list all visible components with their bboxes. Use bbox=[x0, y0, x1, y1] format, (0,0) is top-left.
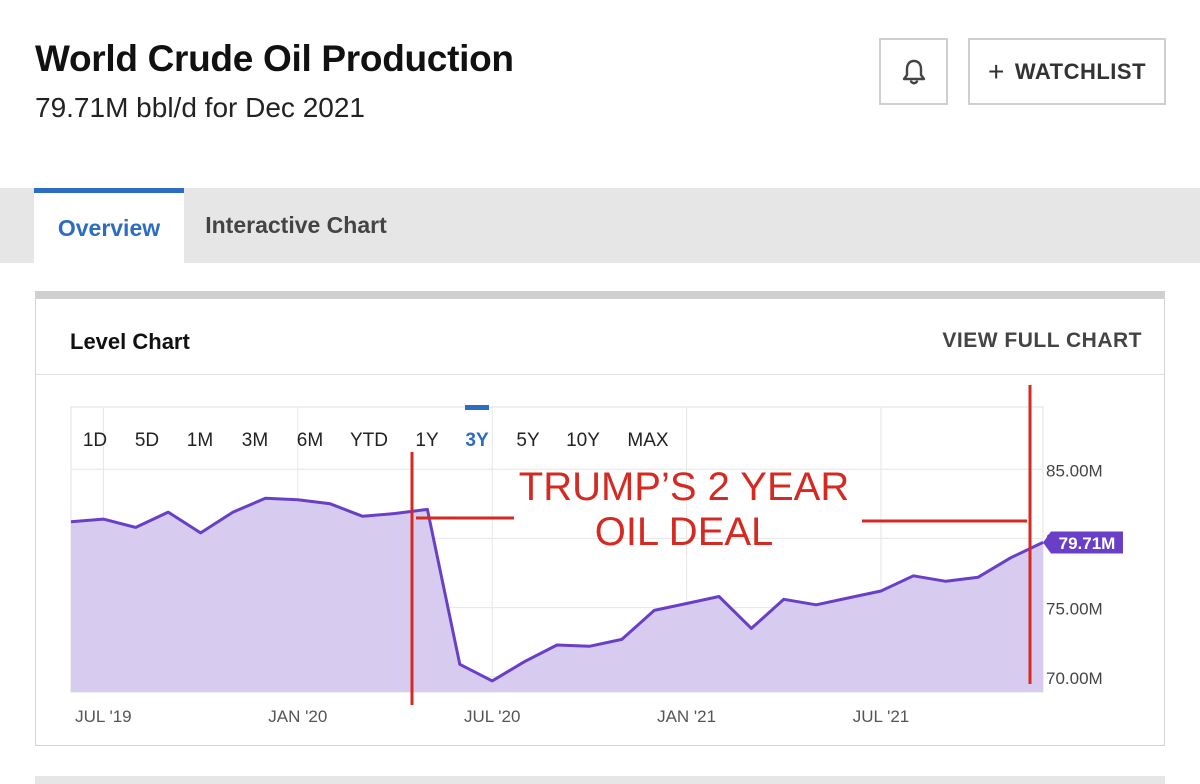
range-button-ytd[interactable]: YTD bbox=[350, 430, 388, 451]
annotation-text-line-2: OIL DEAL bbox=[595, 510, 774, 554]
next-section-edge bbox=[35, 776, 1165, 784]
range-button-3m[interactable]: 3M bbox=[242, 430, 268, 451]
range-button-3y[interactable]: 3Y bbox=[465, 430, 489, 451]
add-to-watchlist-button[interactable]: + WATCHLIST bbox=[968, 38, 1166, 105]
y-tick-label: 85.00M bbox=[1046, 461, 1103, 480]
range-selected-indicator bbox=[465, 405, 489, 410]
tab-interactive-chart[interactable]: Interactive Chart bbox=[205, 212, 387, 238]
y-tick-label: 75.00M bbox=[1046, 600, 1103, 619]
x-tick-label: JAN '20 bbox=[268, 707, 327, 726]
annotation-text-line-1: TRUMP’S 2 YEAR bbox=[519, 465, 849, 509]
y-tick-label: 70.00M bbox=[1046, 669, 1103, 688]
page-title: World Crude Oil Production bbox=[35, 38, 514, 79]
x-tick-label: JAN '21 bbox=[657, 707, 716, 726]
plus-icon: + bbox=[987, 55, 1005, 87]
last-value-label: 79.71M bbox=[1059, 534, 1116, 553]
card-title: Level Chart bbox=[70, 329, 190, 354]
range-button-1m[interactable]: 1M bbox=[187, 430, 213, 451]
tab-overview[interactable]: Overview bbox=[34, 188, 184, 263]
x-tick-label: JUL '20 bbox=[464, 707, 520, 726]
watchlist-label: WATCHLIST bbox=[1014, 58, 1147, 84]
view-full-chart-link[interactable]: VIEW FULL CHART bbox=[942, 329, 1142, 352]
tab-bar: Overview Interactive Chart bbox=[0, 188, 1200, 263]
x-tick-label: JUL '21 bbox=[853, 707, 909, 726]
x-tick-label: JUL '19 bbox=[75, 707, 131, 726]
range-button-5d[interactable]: 5D bbox=[135, 430, 159, 451]
page-subtitle: 79.71M bbl/d for Dec 2021 bbox=[35, 92, 365, 123]
range-button-1y[interactable]: 1Y bbox=[415, 430, 439, 451]
range-button-10y[interactable]: 10Y bbox=[566, 430, 600, 451]
series-line bbox=[70, 496, 1044, 683]
series-area bbox=[71, 498, 1043, 692]
bell-icon bbox=[902, 59, 925, 84]
card-header: Level Chart VIEW FULL CHART bbox=[36, 299, 1164, 375]
range-button-6m[interactable]: 6M bbox=[297, 430, 323, 451]
alert-button[interactable] bbox=[879, 38, 948, 105]
range-button-5y[interactable]: 5Y bbox=[516, 430, 540, 451]
range-button-1d[interactable]: 1D bbox=[83, 430, 107, 451]
last-value-badge bbox=[1043, 531, 1123, 554]
range-button-max[interactable]: MAX bbox=[627, 430, 669, 451]
